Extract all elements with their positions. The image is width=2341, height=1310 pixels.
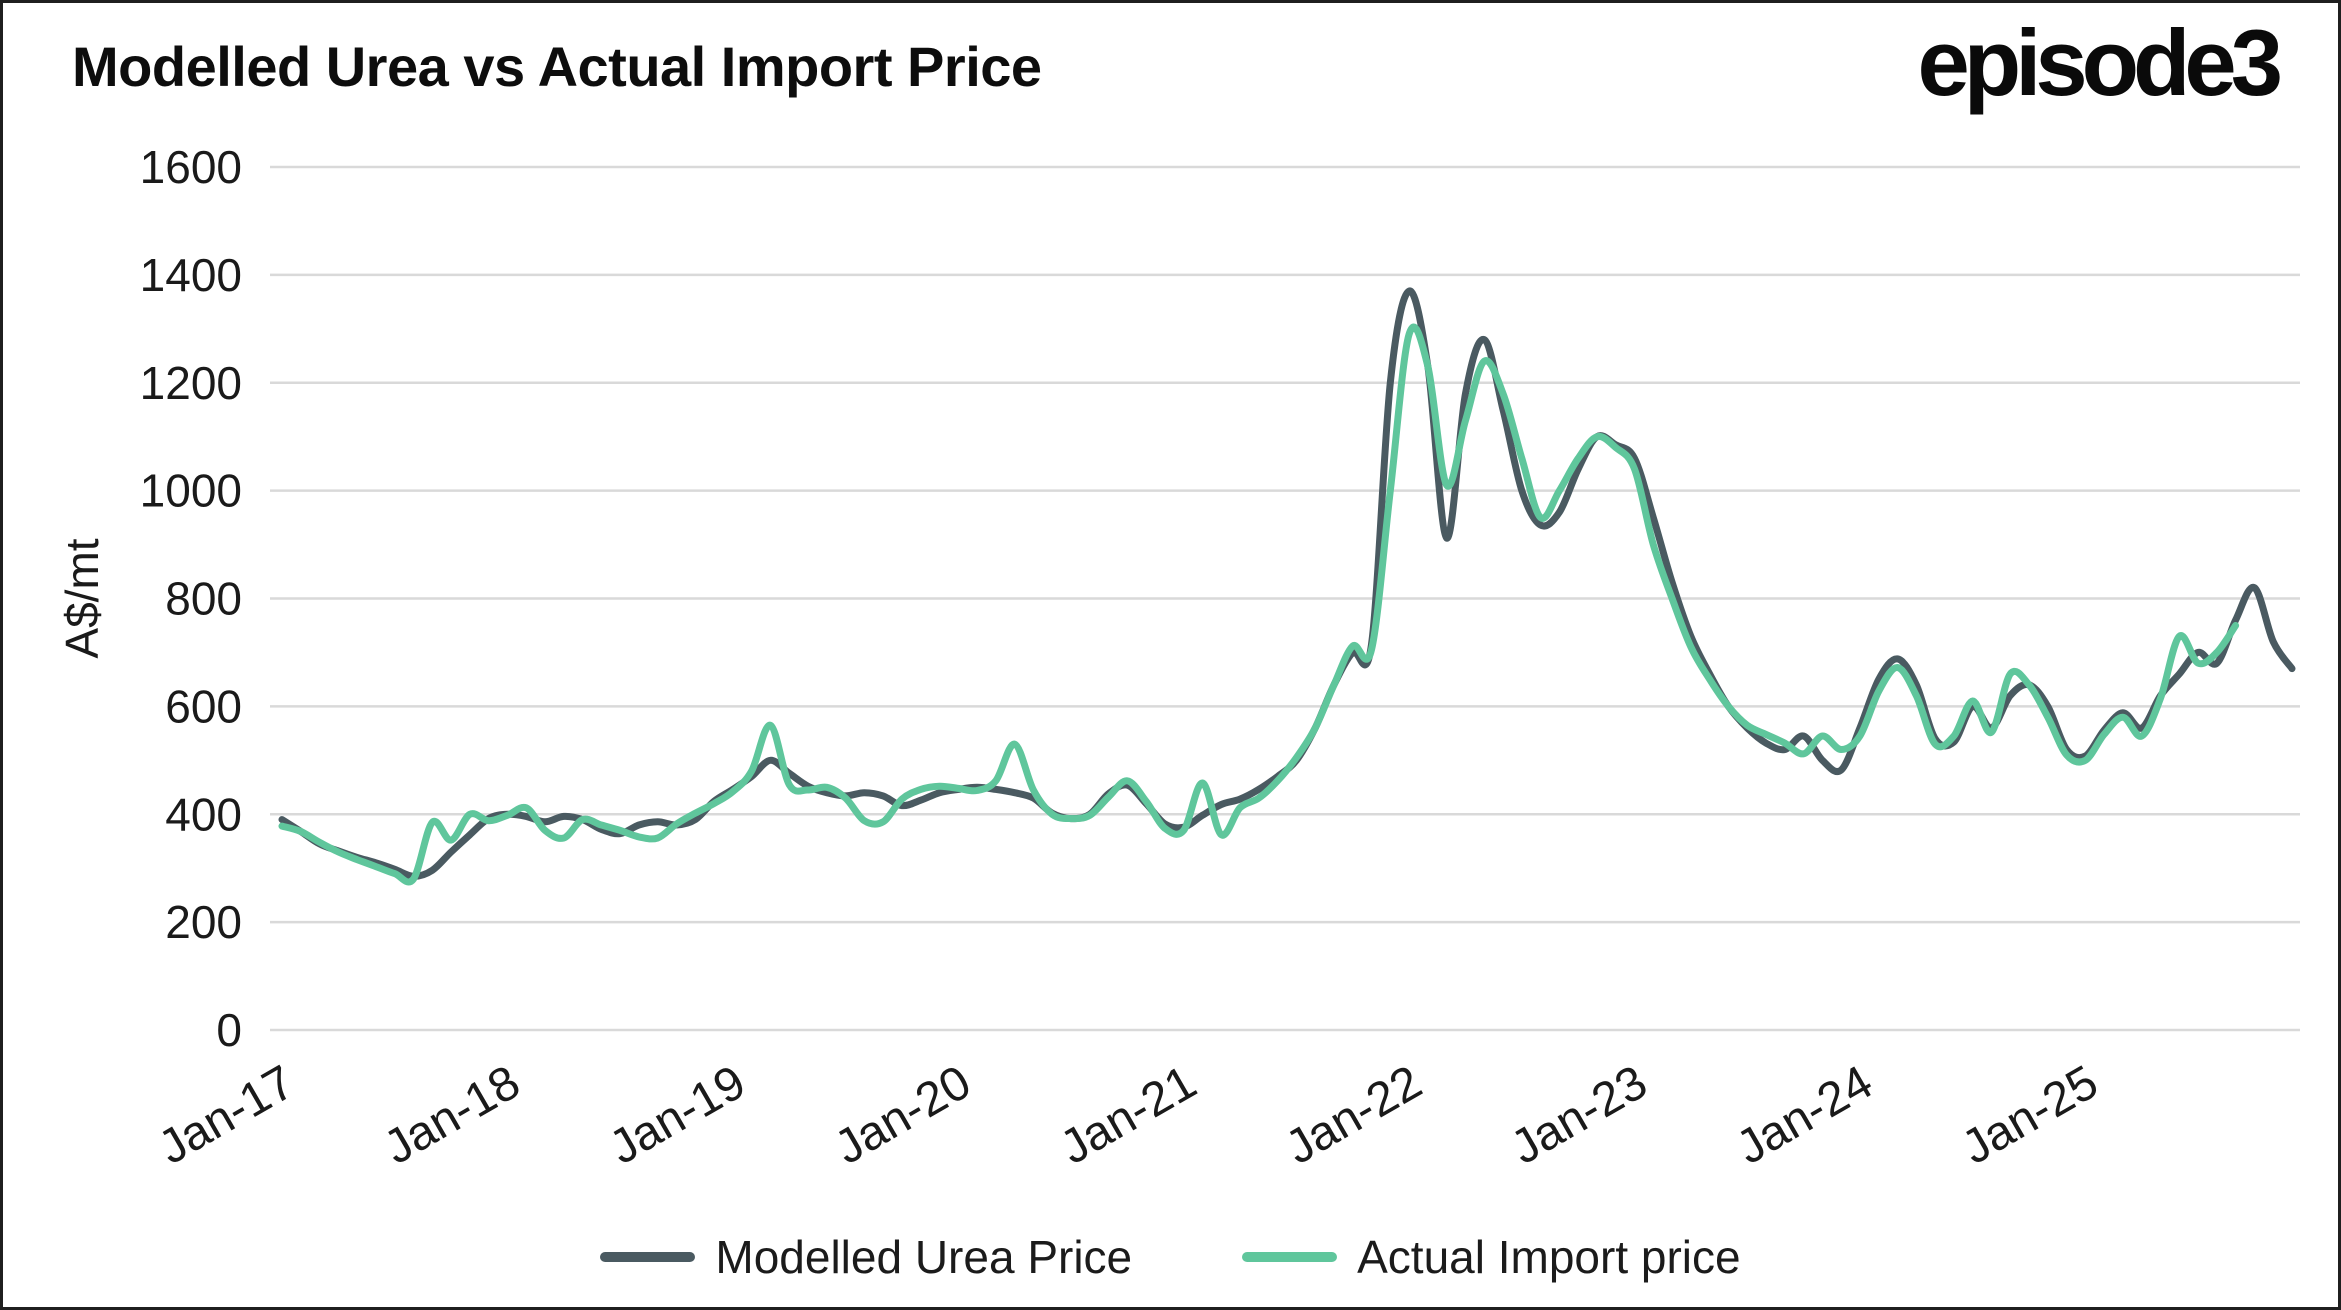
x-tick-label: Jan-17 — [150, 1056, 304, 1175]
x-tick-label: Jan-18 — [375, 1056, 529, 1175]
series-line-modelled — [278, 287, 2296, 880]
y-tick-label: 800 — [165, 573, 242, 625]
y-tick-label: 1600 — [140, 141, 242, 193]
y-tick-label: 200 — [165, 896, 242, 948]
x-tick-label: Jan-23 — [1502, 1056, 1656, 1175]
chart-title: Modelled Urea vs Actual Import Price — [72, 35, 1042, 98]
legend-item-modelled: Modelled Urea Price — [600, 1230, 1132, 1284]
y-tick-label: 600 — [165, 680, 242, 732]
chart-legend: Modelled Urea Price Actual Import price — [0, 1230, 2341, 1284]
x-tick-label: Jan-22 — [1277, 1056, 1431, 1175]
y-tick-label: 1200 — [140, 357, 242, 409]
legend-label-actual: Actual Import price — [1357, 1231, 1741, 1283]
x-tick-label: Jan-24 — [1728, 1056, 1882, 1175]
legend-item-actual: Actual Import price — [1242, 1230, 1741, 1284]
modelled-line-swatch-icon — [600, 1252, 696, 1262]
x-tick-label: Jan-21 — [1052, 1056, 1206, 1175]
y-tick-label: 0 — [216, 1004, 242, 1056]
brand-logo: episode3 — [1917, 10, 2283, 115]
x-tick-label: Jan-20 — [826, 1056, 980, 1175]
y-tick-label: 400 — [165, 788, 242, 840]
x-tick-label: Jan-19 — [601, 1056, 755, 1175]
legend-label-modelled: Modelled Urea Price — [715, 1231, 1133, 1283]
y-axis-title: A$/mt — [56, 538, 108, 658]
y-tick-label: 1400 — [140, 249, 242, 301]
y-tick-label: 1000 — [140, 465, 242, 517]
actual-line-swatch-icon — [1242, 1252, 1338, 1262]
series-line-actual — [278, 323, 2240, 886]
x-tick-label: Jan-25 — [1953, 1056, 2107, 1175]
